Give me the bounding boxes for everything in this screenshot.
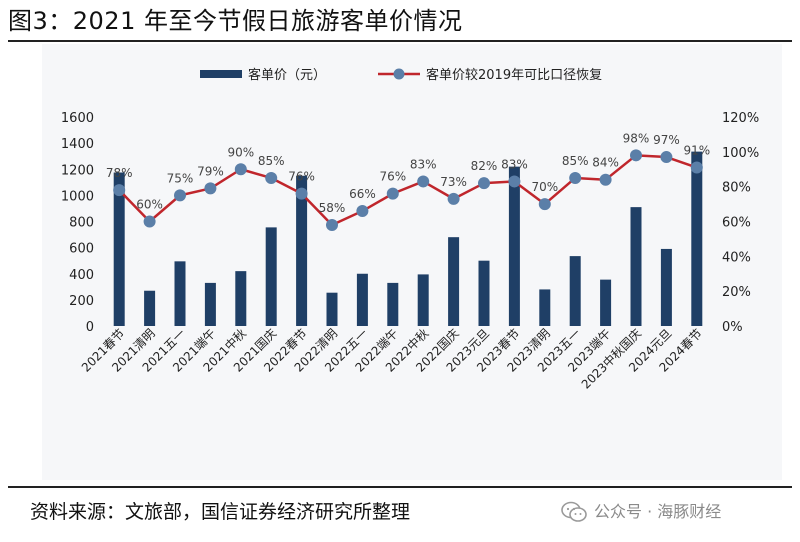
bar-2021中秋 — [235, 271, 247, 326]
watermark: 公众号 · 海豚财经 — [560, 496, 721, 528]
bar-2022中秋 — [417, 274, 429, 326]
right-axis-tick-label: 120% — [722, 111, 759, 126]
recovery-point-2023春节 — [508, 175, 521, 188]
recovery-label-2021端午: 79% — [197, 164, 224, 178]
bar-2022国庆 — [448, 237, 460, 326]
recovery-point-2021端午 — [204, 182, 217, 195]
bar-2021五一 — [174, 261, 186, 326]
recovery-point-2023元旦 — [478, 177, 490, 190]
right-axis-tick-label: 20% — [722, 285, 751, 300]
left-axis-tick-label: 200 — [69, 294, 94, 309]
bar-2021国庆 — [265, 227, 277, 326]
source-note: 资料来源：文旅部，国信证券经济研究所整理 — [30, 501, 411, 523]
recovery-label-2023清明: 70% — [531, 180, 558, 194]
recovery-point-2021清明 — [143, 215, 156, 228]
bar-2024春节 — [691, 151, 703, 326]
recovery-label-2021清明: 60% — [136, 198, 163, 212]
bar-2021清明 — [144, 290, 156, 326]
bar-2022端午 — [387, 282, 399, 326]
legend-bar-label: 客单价（元） — [248, 67, 326, 83]
recovery-point-2022国庆 — [447, 192, 460, 205]
right-axis-tick-label: 80% — [722, 181, 751, 196]
right-axis-tick-label: 40% — [722, 250, 751, 265]
recovery-label-2021中秋: 90% — [227, 145, 254, 159]
recovery-point-2022中秋 — [417, 175, 430, 188]
left-axis-tick-label: 600 — [69, 242, 94, 257]
recovery-point-2023端午 — [599, 173, 612, 186]
recovery-label-2024春节: 91% — [683, 144, 710, 158]
legend-line-label: 客单价较2019年可比口径恢复 — [426, 67, 602, 83]
bar-2022清明 — [326, 292, 338, 326]
bar-2023清明 — [539, 289, 551, 326]
right-axis-tick-label: 100% — [722, 146, 759, 161]
recovery-label-2022五一: 66% — [349, 187, 376, 201]
bar-2023端午 — [600, 279, 612, 326]
legend: 客单价（元） 客单价较2019年可比口径恢复 — [200, 67, 602, 83]
right-axis-tick-label: 60% — [722, 216, 751, 231]
right-axis: 0% 20% 40% 60% 80% 100% 120% — [722, 111, 759, 335]
left-axis-tick-label: 400 — [69, 268, 94, 283]
recovery-point-2022春节 — [295, 187, 308, 200]
recovery-point-2022端午 — [386, 187, 399, 200]
recovery-label-2021国庆: 85% — [258, 154, 285, 168]
recovery-label-2023五一: 85% — [562, 154, 589, 168]
recovery-point-2023五一 — [569, 171, 582, 184]
recovery-point-2024春节 — [690, 161, 703, 174]
bar-series — [113, 151, 703, 326]
recovery-point-2022清明 — [326, 218, 338, 231]
chart-title: 图3：2021 年至今节假日旅游客单价情况 — [8, 7, 463, 35]
left-axis-tick-label: 1200 — [61, 163, 94, 178]
recovery-point-2024元旦 — [660, 151, 673, 164]
bar-2023元旦 — [478, 260, 490, 326]
recovery-label-2022国庆: 73% — [440, 175, 467, 189]
legend-line-marker — [393, 68, 405, 80]
bar-2021端午 — [204, 282, 216, 326]
bar-2023中秋国庆 — [630, 207, 642, 326]
recovery-label-2022清明: 58% — [319, 201, 346, 215]
recovery-label-2022中秋: 83% — [410, 157, 437, 171]
wechat-icon — [561, 501, 587, 522]
bar-2024元旦 — [660, 248, 672, 326]
left-axis-tick-label: 1000 — [61, 189, 94, 204]
title-divider — [8, 40, 792, 42]
line-series: 78%60%75% 79%90%85%76%58%66%76%83%73%82% 8… — [106, 131, 710, 231]
recovery-label-2021春节: 78% — [106, 166, 133, 180]
bar-2022春节 — [296, 175, 308, 326]
bar-2023春节 — [508, 166, 520, 326]
recovery-point-2021中秋 — [234, 163, 247, 176]
recovery-label-2023端午: 84% — [592, 156, 619, 170]
legend-bar-swatch — [200, 70, 242, 78]
category-axis: 2021春节2021清明2021五一2021端午2021中秋2021国庆2022… — [79, 326, 705, 392]
left-axis-tick-label: 800 — [69, 216, 94, 231]
left-axis-tick-label: 1400 — [61, 137, 94, 152]
left-axis: 0 200 400 600 800 1000 1200 1400 1600 — [61, 111, 94, 335]
recovery-point-2023清明 — [538, 198, 551, 211]
recovery-label-2023元旦: 82% — [471, 159, 498, 173]
recovery-point-2021国庆 — [265, 171, 278, 184]
recovery-point-2023中秋国庆 — [630, 149, 642, 162]
recovery-point-2022五一 — [356, 205, 369, 218]
recovery-label-2024元旦: 97% — [653, 133, 680, 147]
chart-background — [42, 44, 782, 480]
watermark-text: 公众号 · 海豚财经 — [594, 502, 722, 521]
recovery-label-2023春节: 83% — [501, 157, 528, 171]
left-axis-tick-label: 1600 — [61, 111, 94, 126]
recovery-label-2022端午: 76% — [379, 170, 406, 184]
bar-2021春节 — [113, 172, 125, 326]
footer-divider — [8, 486, 792, 488]
bar-2023五一 — [569, 256, 581, 326]
recovery-label-2023中秋国庆: 98% — [623, 131, 650, 145]
recovery-label-2021五一: 75% — [167, 171, 194, 185]
left-axis-tick-label: 0 — [86, 320, 94, 335]
right-axis-tick-label: 0% — [722, 320, 743, 335]
recovery-point-2021春节 — [113, 184, 126, 197]
recovery-label-2022春节: 76% — [288, 170, 315, 184]
recovery-point-2021五一 — [174, 189, 186, 202]
bar-2022五一 — [356, 273, 368, 326]
